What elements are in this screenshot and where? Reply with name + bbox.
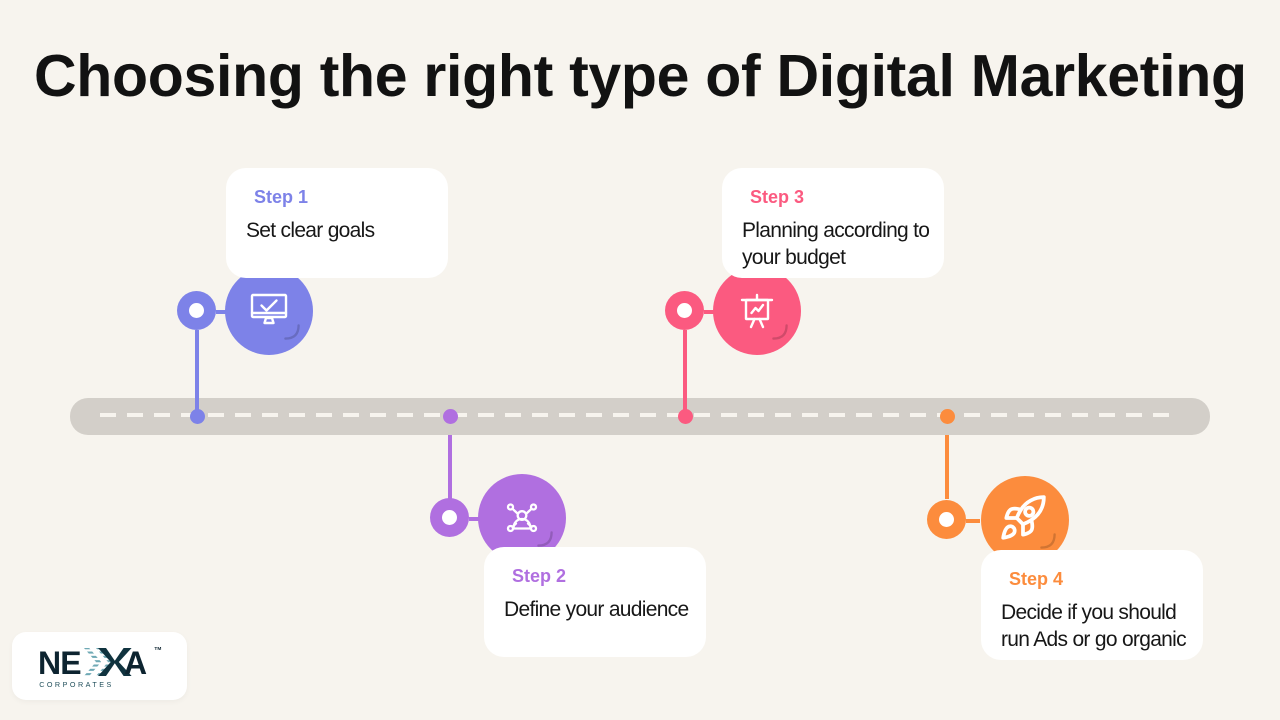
svg-text:CORPORATES: CORPORATES	[39, 680, 114, 689]
svg-text:TM: TM	[154, 646, 161, 652]
svg-text:A: A	[124, 645, 147, 681]
svg-text:NE: NE	[38, 645, 81, 681]
